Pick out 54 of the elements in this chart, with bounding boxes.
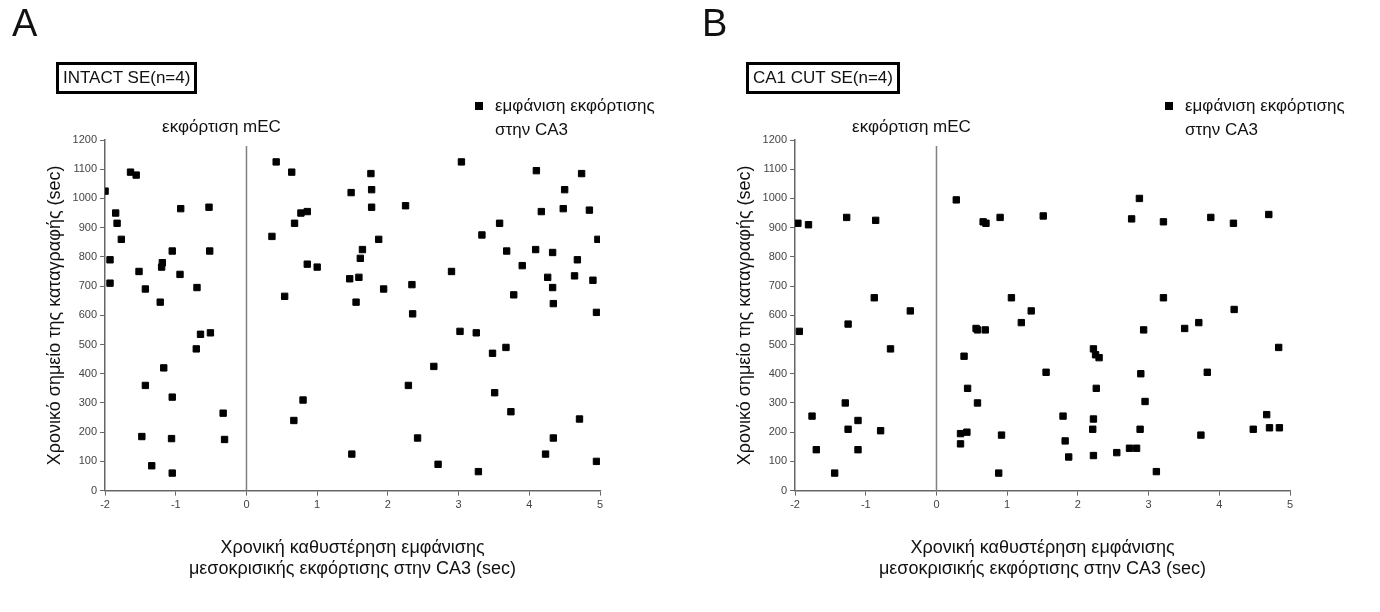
y-tick-label: 400 (768, 366, 788, 379)
y-tick-label: 100 (78, 454, 98, 467)
y-tick-label: 400 (78, 366, 98, 379)
y-tick-label: 500 (78, 337, 98, 350)
x-tick-label: 5 (1286, 498, 1294, 511)
legend-label: εμφάνιση εκφόρτισης στην CA3 (495, 95, 656, 141)
chart-subtitle: INTACT SE(n=4) (56, 62, 198, 94)
x-tick-label: -1 (170, 498, 181, 511)
chart-title: B (702, 2, 728, 45)
ref-line-label: εκφόρτιση mEC (852, 117, 971, 137)
y-tick-label: 200 (768, 425, 788, 438)
y-tick-label: 700 (78, 279, 98, 292)
y-tick-label: 700 (768, 279, 788, 292)
y-tick-label: 1000 (72, 191, 98, 204)
x-tick-label: 3 (1145, 498, 1152, 511)
x-axis-title: Χρονική καθυστέρηση εμφάνισης μεσοκρισικής εκφόρτισης στην CA3 (sec) (878, 536, 1207, 579)
y-tick-label: 200 (78, 425, 98, 438)
y-tick-label: 1100 (763, 162, 788, 175)
y-tick-label: 1200 (762, 133, 788, 146)
y-tick-label: 500 (768, 337, 788, 350)
y-tick-label: 1200 (72, 133, 98, 146)
x-axis-title: Χρονική καθυστέρηση εμφάνισης μεσοκρισικής εκφόρτισης στην CA3 (sec) (188, 536, 517, 579)
x-tick-label: 0 (243, 498, 250, 511)
y-axis-title: Χρονικό σημείο της καταγραφής (sec) (43, 165, 64, 466)
y-axis-title: Χρονικό σημείο της καταγραφής (sec) (733, 165, 754, 466)
y-tick-label: 100 (768, 454, 788, 467)
chart-subtitle: CA1 CUT SE(n=4) (746, 62, 900, 94)
y-tick-label: 1100 (73, 162, 98, 175)
y-tick-label: 900 (78, 220, 98, 233)
x-tick-label: -1 (860, 498, 871, 511)
x-tick-label: 0 (933, 498, 940, 511)
x-tick-label: -2 (790, 498, 800, 511)
y-tick-label: 600 (768, 308, 788, 321)
x-tick-label: 4 (1216, 498, 1223, 511)
ref-line-label: εκφόρτιση mEC (162, 117, 281, 137)
y-tick-label: 0 (780, 483, 788, 496)
y-tick-label: 0 (90, 483, 98, 496)
x-tick-label: -2 (100, 498, 110, 511)
y-tick-label: 600 (78, 308, 98, 321)
x-tick-label: 1 (314, 498, 321, 511)
x-tick-label: 4 (526, 498, 533, 511)
legend-label: εμφάνιση εκφόρτισης στην CA3 (1185, 95, 1346, 141)
x-tick-label: 2 (1074, 498, 1081, 511)
chart-title: A (12, 2, 38, 45)
y-tick-label: 800 (78, 249, 98, 262)
y-tick-label: 300 (768, 395, 788, 408)
y-tick-label: 1000 (762, 191, 788, 204)
x-tick-label: 1 (1004, 498, 1011, 511)
x-tick-label: 3 (455, 498, 462, 511)
x-tick-label: 5 (596, 498, 604, 511)
x-tick-label: 2 (384, 498, 391, 511)
y-tick-label: 900 (768, 220, 788, 233)
y-tick-label: 800 (768, 249, 788, 262)
y-tick-label: 300 (78, 395, 98, 408)
